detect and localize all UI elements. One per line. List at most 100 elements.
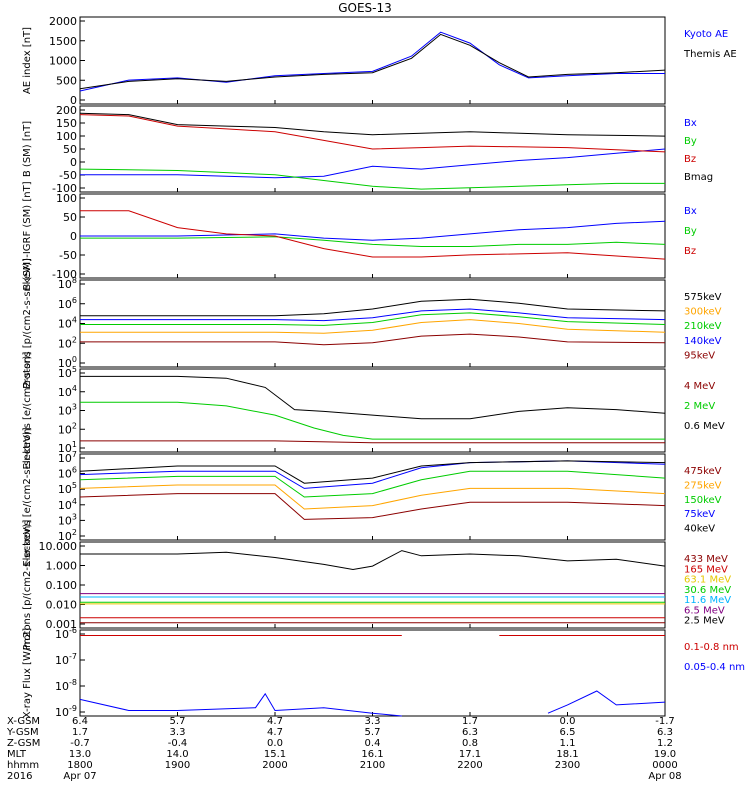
y-tick-label: 102	[58, 421, 77, 436]
series-line	[79, 112, 666, 137]
series-line	[80, 148, 666, 179]
legend-label: Themis AE	[683, 49, 737, 60]
y-tick-label: 105	[58, 481, 77, 496]
y-tick-label: 104	[58, 316, 77, 331]
y-tick-label: 2000	[49, 15, 77, 28]
legend-label: 75keV	[684, 509, 715, 520]
series-line	[80, 401, 665, 440]
panel-8: 10-610-710-810-9X-ray Flux [W/m2] 0.1-0.8…	[22, 626, 745, 719]
ephemeris-value: 0.0	[267, 738, 283, 749]
y-tick-label: 150	[56, 117, 77, 130]
y-tick-label: 0.010	[46, 599, 78, 612]
series-line	[547, 690, 666, 714]
y-axis-label: Electrons [e/(cm2-s-sr-keV)]	[22, 427, 33, 566]
legend-label: 95keV	[684, 350, 715, 361]
y-tick-label: -100	[52, 268, 77, 281]
y-tick-label: 1.000	[46, 560, 78, 573]
ephemeris-value: 15.1	[264, 749, 286, 760]
series-line	[79, 460, 666, 489]
y-axis-label: Protons [p/(cm2-s-sr-keV)]	[22, 258, 33, 389]
series-line	[79, 33, 666, 90]
legend-label: 0.05-0.4 nm	[684, 662, 745, 673]
y-tick-exponent: 2	[72, 335, 77, 344]
y-tick-exponent: 1	[72, 440, 77, 449]
y-tick-exponent: 5	[72, 365, 77, 374]
y-tick-exponent: 8	[72, 276, 77, 285]
y-tick-exponent: 0	[72, 355, 77, 364]
legend-label: 63.1 MeV	[684, 575, 731, 586]
y-tick-label: -50	[59, 169, 77, 182]
ephemeris-value: 2200	[457, 760, 482, 771]
ephemeris-value: 1900	[165, 760, 190, 771]
series-line	[80, 440, 665, 444]
series-line	[79, 168, 665, 190]
series-line	[80, 333, 666, 346]
ephemeris-row-label: Y-GSM	[6, 727, 39, 738]
y-tick-label: 0	[70, 94, 77, 107]
ephemeris-row-label: Z-GSM	[7, 738, 40, 749]
y-axis-label: Protons [p/(cm2-s-sr-keV)]	[22, 520, 33, 651]
ephemeris-value: Apr 07	[63, 771, 96, 782]
y-tick-label: 1000	[49, 55, 77, 68]
y-tick-label: 106	[58, 466, 77, 481]
y-tick-label: 104	[58, 497, 77, 512]
y-tick-label: 1500	[49, 35, 77, 48]
y-tick-exponent: 3	[72, 512, 77, 521]
y-tick-label: 104	[58, 384, 77, 399]
y-tick-exponent: 4	[72, 384, 77, 393]
legend-label: 150keV	[684, 495, 722, 506]
panel-1: 2000 1500 1000 500 0 AE index [nT] Kyoto AE The…	[22, 15, 737, 107]
series-line	[79, 470, 666, 498]
legend-label: 140keV	[684, 336, 722, 347]
series-line	[80, 550, 666, 571]
ephemeris-value: 2300	[555, 760, 580, 771]
legend-label: 0.6 MeV	[684, 421, 725, 432]
ephemeris-value: 19.0	[654, 749, 676, 760]
y-tick-exponent: 3	[72, 403, 77, 412]
ephemeris-value: 1.7	[72, 727, 88, 738]
y-tick-exponent: 7	[72, 450, 77, 459]
legend-label: By	[684, 136, 697, 147]
ephemeris-row-label: X-GSM	[7, 716, 40, 727]
y-tick-label: 107	[58, 450, 77, 465]
ephemeris-value: 5.7	[365, 727, 381, 738]
y-axis-label: Electrons [e/(cm2-s-sr)]	[22, 351, 33, 469]
y-tick-exponent: -8	[69, 678, 77, 687]
ephemeris-value: 4.7	[267, 716, 283, 727]
chart-title: GOES-13	[338, 1, 392, 15]
y-tick-label: 103	[58, 403, 77, 418]
ephemeris-value: 6.4	[72, 716, 88, 727]
legend-label: Bz	[684, 154, 696, 165]
y-tick-exponent: 6	[72, 296, 77, 305]
y-tick-label: 0	[70, 230, 77, 243]
series-line	[79, 31, 665, 92]
legend-label: Bmag	[684, 172, 713, 183]
series-line	[80, 210, 666, 260]
legend-label: 210keV	[684, 321, 722, 332]
y-tick-label: 100	[56, 192, 77, 205]
y-tick-label: 105	[58, 365, 77, 380]
y-axis-label: B (SM)-IGRF (SM) [nT]	[22, 181, 33, 290]
series-line	[79, 460, 666, 484]
series-line	[80, 298, 666, 317]
series-line	[79, 114, 666, 153]
legend-label: By	[684, 226, 697, 237]
ephemeris-value: -0.4	[168, 738, 188, 749]
y-tick-label: 103	[58, 512, 77, 527]
ephemeris-value: -1.7	[655, 716, 675, 727]
series-line	[80, 236, 666, 247]
ephemeris-value: Apr 08	[648, 771, 681, 782]
series-line	[80, 319, 666, 334]
panel-3: 100 50 0 -50 -100 B (SM)-IGRF (SM) [nT] Bx By Bz	[22, 181, 697, 290]
y-tick-label: 0	[70, 156, 77, 169]
ephemeris-value: 0.4	[365, 738, 381, 749]
legend-label: Bx	[684, 206, 697, 217]
ephemeris-value: 1800	[67, 760, 92, 771]
ephemeris-value: 2000	[262, 760, 287, 771]
series-line	[80, 308, 666, 322]
legend-label: 575keV	[684, 292, 722, 303]
